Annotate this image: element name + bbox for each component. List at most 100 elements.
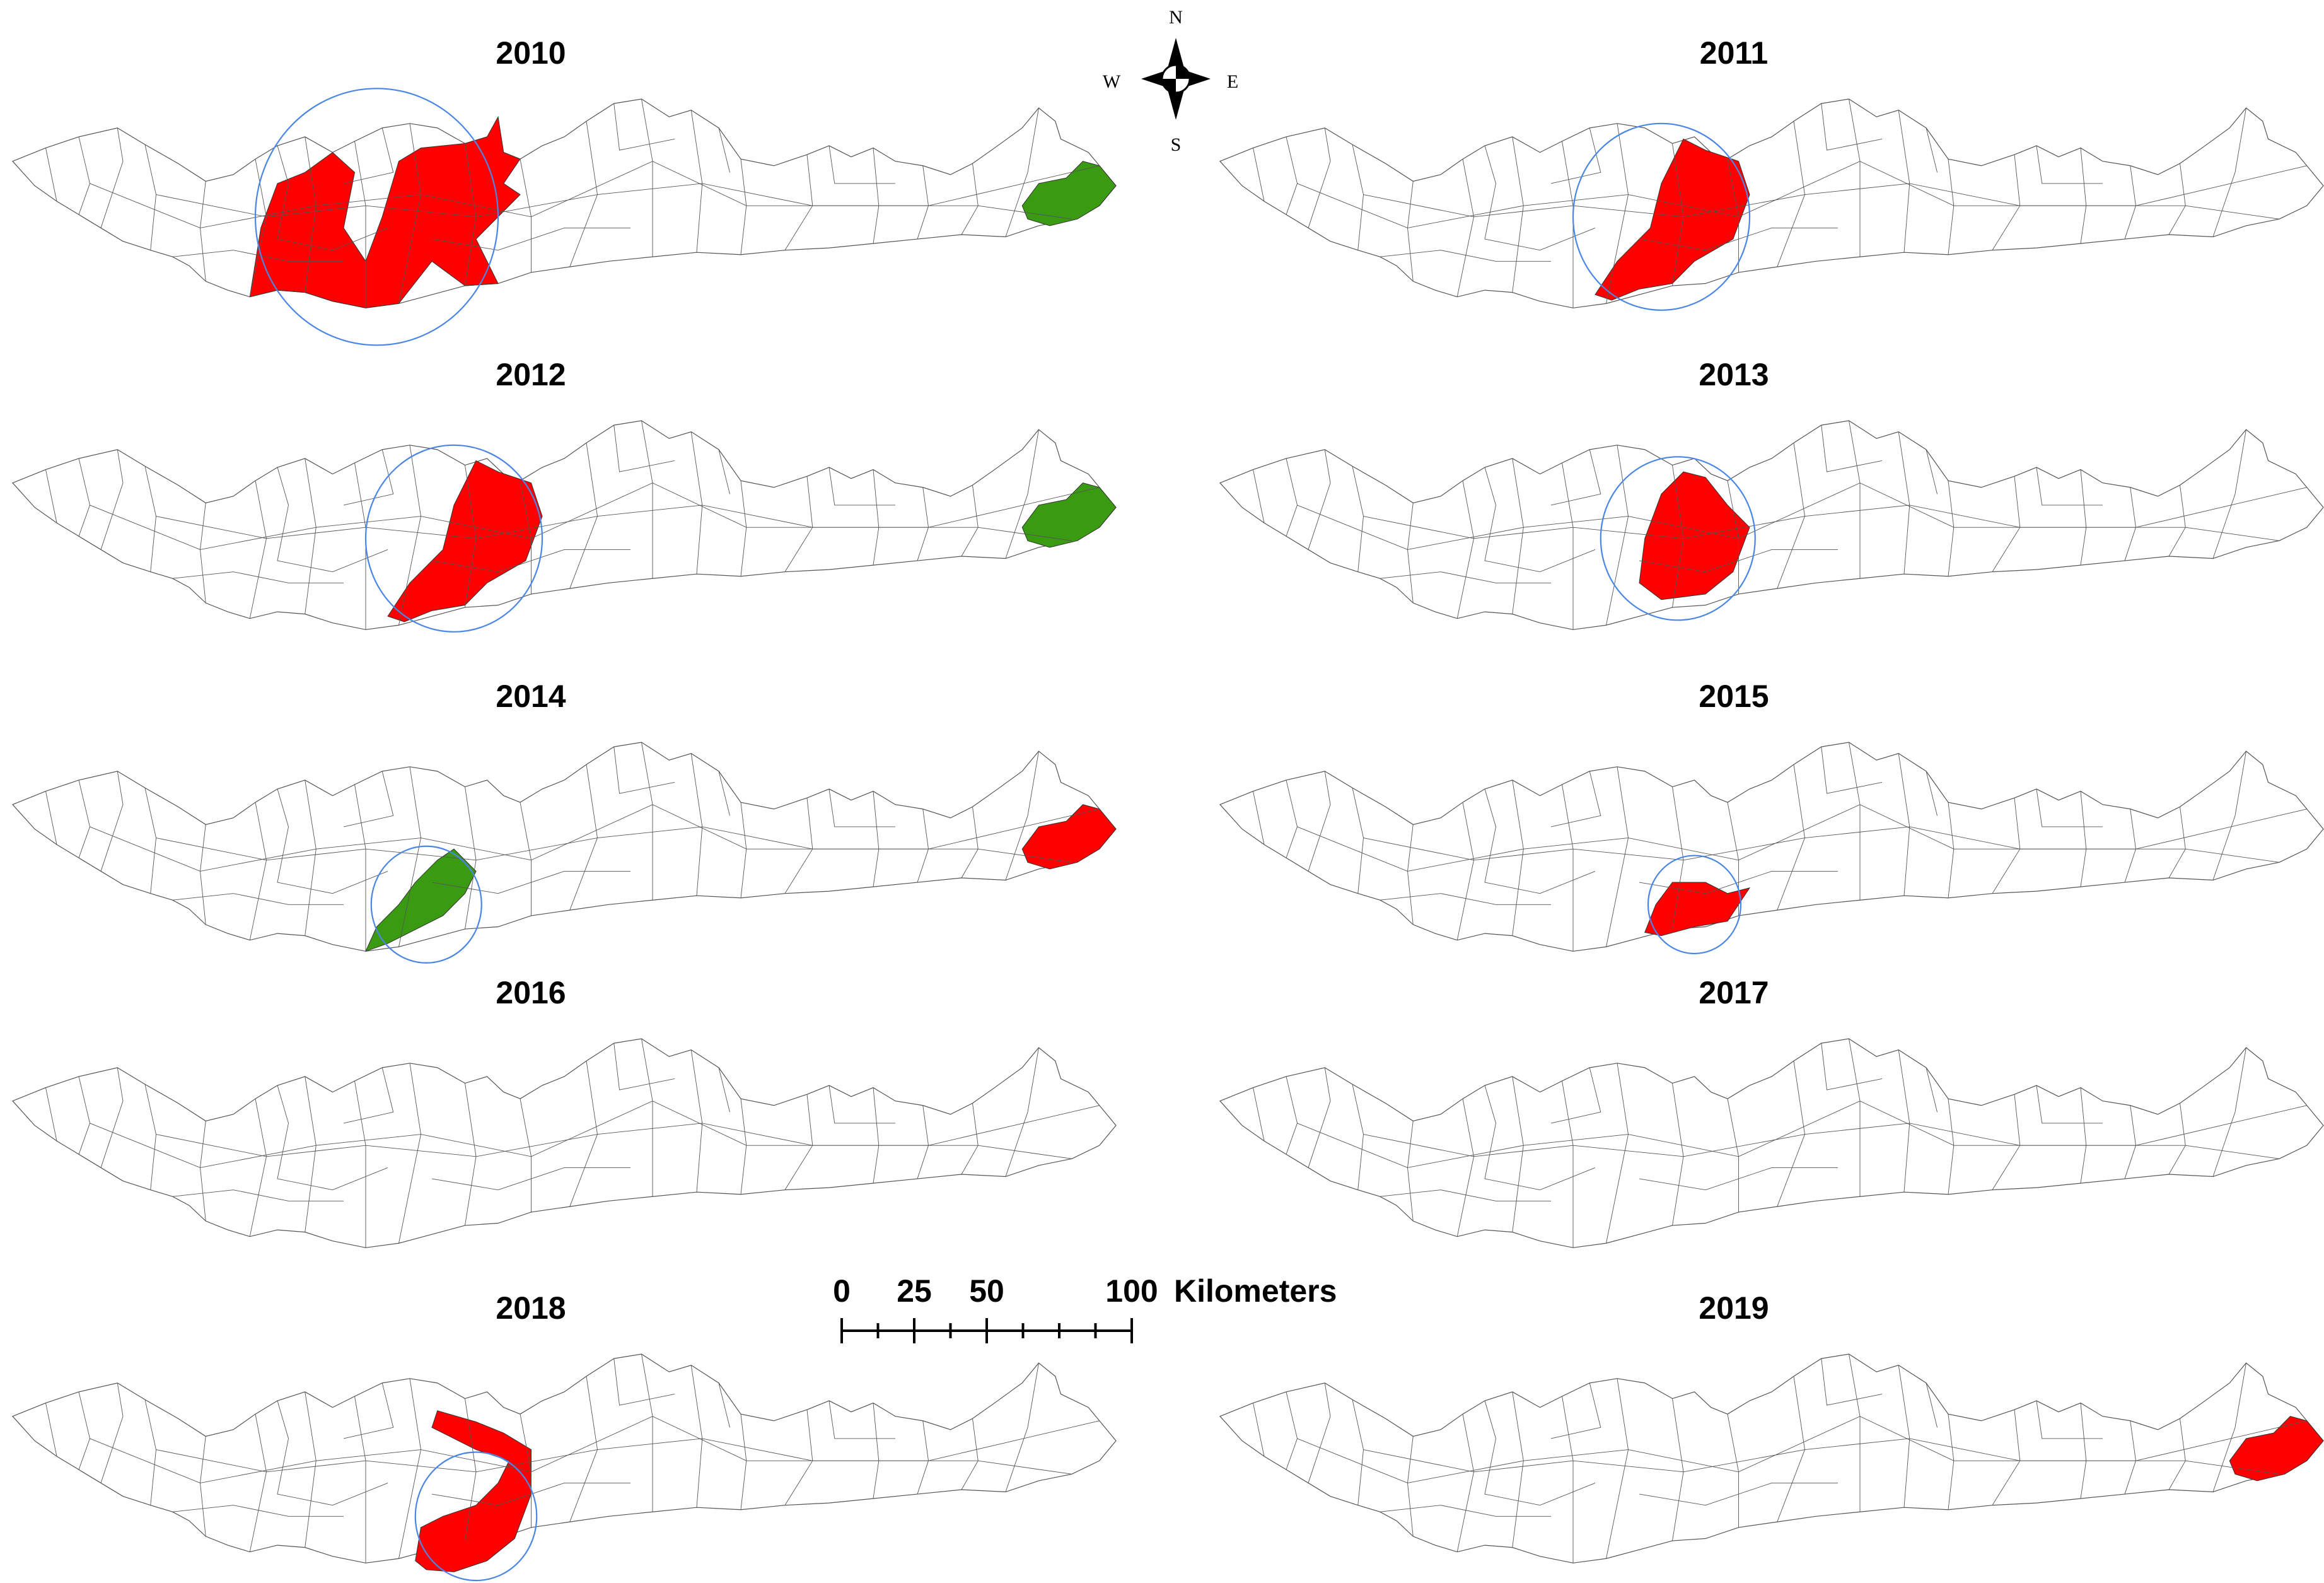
- district-boundary: [90, 161, 1072, 228]
- panel-year-title-2011: 2011: [1699, 35, 1769, 71]
- district-boundary: [101, 1383, 123, 1483]
- region-outline: [13, 742, 1116, 951]
- district-boundary: [719, 450, 730, 494]
- cluster-circle: [1573, 124, 1750, 310]
- district-boundary: [1308, 128, 1330, 228]
- district-boundary: [2213, 1048, 2246, 1176]
- district-boundary: [614, 747, 675, 793]
- coldspot-cluster-area: [1022, 161, 1116, 226]
- compass-north-label: N: [1169, 7, 1183, 28]
- panel-year-title-2016: 2016: [496, 975, 566, 1010]
- district-boundary: [614, 425, 675, 472]
- district-boundary: [1926, 450, 1938, 494]
- district-boundary: [344, 1068, 393, 1123]
- district-boundary: [829, 146, 895, 184]
- north-arrow-compass-icon: [1141, 38, 1211, 120]
- district-boundary: [1253, 470, 1265, 523]
- region-outline: [1220, 1354, 2323, 1563]
- district-boundary: [277, 146, 388, 250]
- compass-part: [1176, 65, 1190, 79]
- region-outline: [13, 421, 1116, 629]
- scale-tick-label-50: 50: [969, 1273, 1004, 1309]
- panel-year-title-2019: 2019: [1699, 1290, 1769, 1326]
- district-boundary: [101, 771, 123, 872]
- district-boundary: [173, 1505, 344, 1517]
- district-boundary: [2213, 429, 2246, 558]
- district-boundary: [2036, 789, 2103, 827]
- district-boundary: [1253, 148, 1265, 202]
- hotspot-cluster-area: [2229, 1417, 2323, 1481]
- hotspot-cluster-area: [388, 460, 542, 621]
- district-boundary: [432, 871, 630, 893]
- region-outline: [13, 99, 1116, 308]
- district-boundary: [101, 1068, 123, 1168]
- district-boundary: [1253, 792, 1265, 845]
- district-boundary: [1926, 1068, 1938, 1112]
- district-boundary: [46, 148, 57, 202]
- coldspot-cluster-area: [366, 849, 476, 951]
- district-boundary: [1485, 789, 1595, 894]
- district-boundary: [1821, 1043, 1882, 1090]
- district-boundary: [2036, 467, 2103, 505]
- district-boundary: [1352, 466, 1364, 571]
- hotspot-cluster-area: [1022, 805, 1116, 869]
- district-boundary: [1352, 788, 1364, 893]
- district-boundary: [344, 771, 393, 827]
- district-boundary: [173, 1190, 344, 1201]
- region-map-2014: [13, 738, 1116, 971]
- region-outline: [1220, 1039, 2323, 1247]
- district-boundary: [1006, 751, 1039, 880]
- district-boundary: [277, 1085, 388, 1190]
- district-boundary: [90, 1101, 1072, 1168]
- district-boundary: [101, 450, 123, 550]
- district-boundary: [145, 466, 156, 571]
- district-boundary: [1308, 450, 1330, 550]
- region-map-2019: [1220, 1350, 2323, 1583]
- district-boundary: [719, 1383, 730, 1427]
- district-boundary: [614, 1043, 675, 1090]
- district-boundary: [2213, 1363, 2246, 1492]
- district-boundary: [1485, 1401, 1595, 1505]
- district-boundary: [2213, 751, 2246, 880]
- panel-year-title-2014: 2014: [496, 679, 566, 714]
- scale-unit-label: Kilometers: [1174, 1273, 1337, 1309]
- region-map-2012: [13, 416, 1116, 650]
- district-boundary: [829, 467, 895, 505]
- district-boundary: [1308, 771, 1330, 872]
- district-boundary: [432, 549, 630, 571]
- district-boundary: [1821, 425, 1882, 472]
- scale-tick-label-100: 100: [1105, 1273, 1158, 1309]
- district-boundary: [1380, 572, 1551, 583]
- cluster-circle: [366, 445, 542, 632]
- region-outline: [1220, 99, 2323, 308]
- district-boundary: [101, 128, 123, 228]
- panel-year-title-2017: 2017: [1699, 975, 1769, 1010]
- district-boundary: [46, 1403, 57, 1457]
- compass-west-label: W: [1102, 71, 1121, 92]
- district-boundary: [432, 1483, 630, 1505]
- district-boundary: [1926, 128, 1938, 172]
- district-boundary: [432, 1167, 630, 1189]
- district-boundary: [1380, 250, 1551, 262]
- district-boundary: [1639, 549, 1838, 571]
- scale-tick-label-25: 25: [897, 1273, 932, 1309]
- scale-bar: [840, 1318, 1133, 1343]
- district-boundary: [2036, 1401, 2103, 1439]
- region-map-2011: [1220, 95, 2323, 328]
- compass-east-label: E: [1226, 71, 1239, 92]
- district-boundary: [829, 1085, 895, 1123]
- district-boundary: [1639, 228, 1838, 250]
- district-boundary: [1926, 1383, 1938, 1427]
- district-boundary: [1298, 1417, 2280, 1483]
- district-boundary: [1308, 1068, 1330, 1168]
- district-boundary: [90, 805, 1072, 872]
- district-boundary: [1253, 1088, 1265, 1142]
- panel-year-title-2012: 2012: [496, 357, 566, 392]
- district-boundary: [829, 1401, 895, 1439]
- district-boundary: [1639, 1483, 1838, 1505]
- district-boundary: [1298, 805, 2280, 872]
- district-boundary: [1485, 146, 1595, 250]
- region-outline: [1220, 421, 2323, 629]
- district-boundary: [1380, 1190, 1551, 1201]
